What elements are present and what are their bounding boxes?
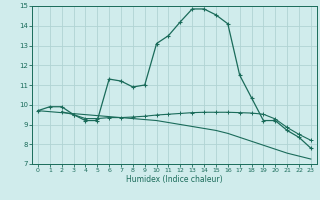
X-axis label: Humidex (Indice chaleur): Humidex (Indice chaleur) [126, 175, 223, 184]
